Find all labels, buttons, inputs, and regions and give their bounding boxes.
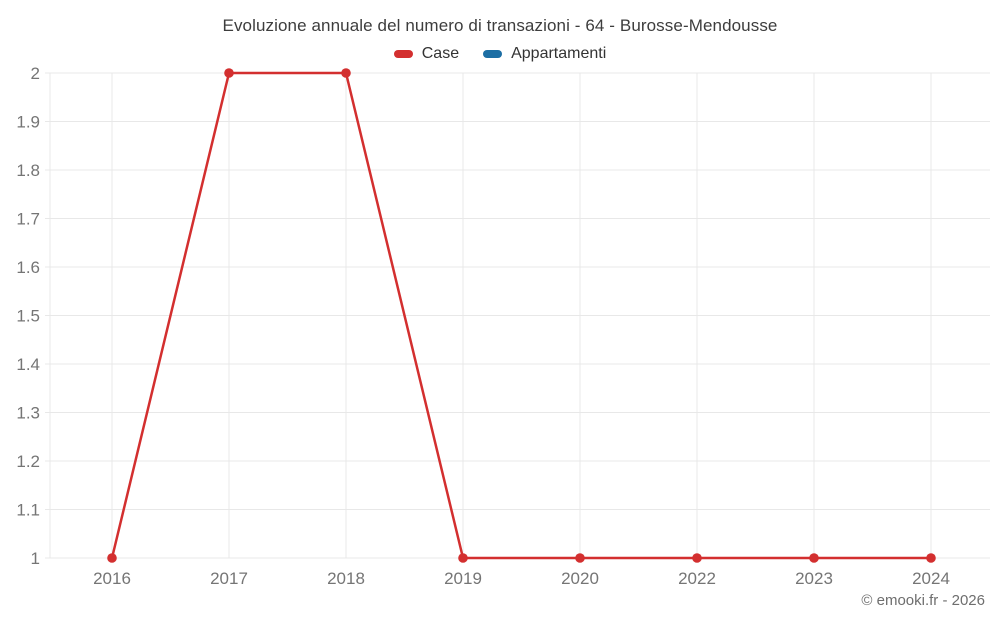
series-line-case [110, 71, 933, 560]
data-point-marker[interactable] [809, 553, 819, 563]
data-point-marker[interactable] [107, 553, 117, 563]
data-point-marker[interactable] [575, 553, 585, 563]
y-axis-tick-label: 1.3 [16, 404, 40, 423]
x-axis-tick-label: 2019 [444, 569, 482, 588]
data-point-marker[interactable] [341, 68, 351, 78]
y-axis-tick-label: 1.2 [16, 452, 40, 471]
chart-title: Evoluzione annuale del numero di transaz… [222, 16, 778, 35]
legend-item-appartamenti[interactable]: Appartamenti [483, 45, 606, 63]
data-point-marker[interactable] [224, 68, 234, 78]
y-axis-tick-label: 2 [31, 64, 40, 83]
y-axis-tick-label: 1.6 [16, 258, 40, 277]
x-axis-tick-label: 2024 [912, 569, 950, 588]
x-axis-tick-label: 2018 [327, 569, 365, 588]
y-axis-tick-label: 1 [31, 549, 40, 568]
chart-legend: Case Appartamenti [0, 45, 1000, 63]
copyright-watermark: © emooki.fr - 2026 [861, 592, 985, 609]
x-axis-tick-label: 2020 [561, 569, 599, 588]
y-axis-tick-label: 1.8 [16, 161, 40, 180]
legend-label-case: Case [421, 45, 460, 62]
x-axis-tick-label: 2017 [210, 569, 248, 588]
y-axis-tick-label: 1.4 [16, 355, 40, 374]
legend-label-appartamenti: Appartamenti [511, 45, 607, 62]
y-axis-tick-label: 1.1 [16, 501, 40, 520]
x-axis-tick-label: 2016 [93, 569, 131, 588]
y-axis-tick-label: 1.9 [16, 113, 40, 132]
case-series-swatch-icon [393, 50, 413, 58]
y-axis-tick-label: 1.5 [16, 307, 40, 326]
x-axis-tick-label: 2022 [678, 569, 716, 588]
y-axis-tick-label: 1.7 [16, 210, 40, 229]
data-point-marker[interactable] [926, 553, 936, 563]
appartamenti-series-swatch-icon [483, 50, 503, 58]
data-point-marker[interactable] [692, 553, 702, 563]
data-point-marker[interactable] [458, 553, 468, 563]
x-axis-tick-label: 2023 [795, 569, 833, 588]
legend-item-case[interactable]: Case [393, 45, 460, 63]
